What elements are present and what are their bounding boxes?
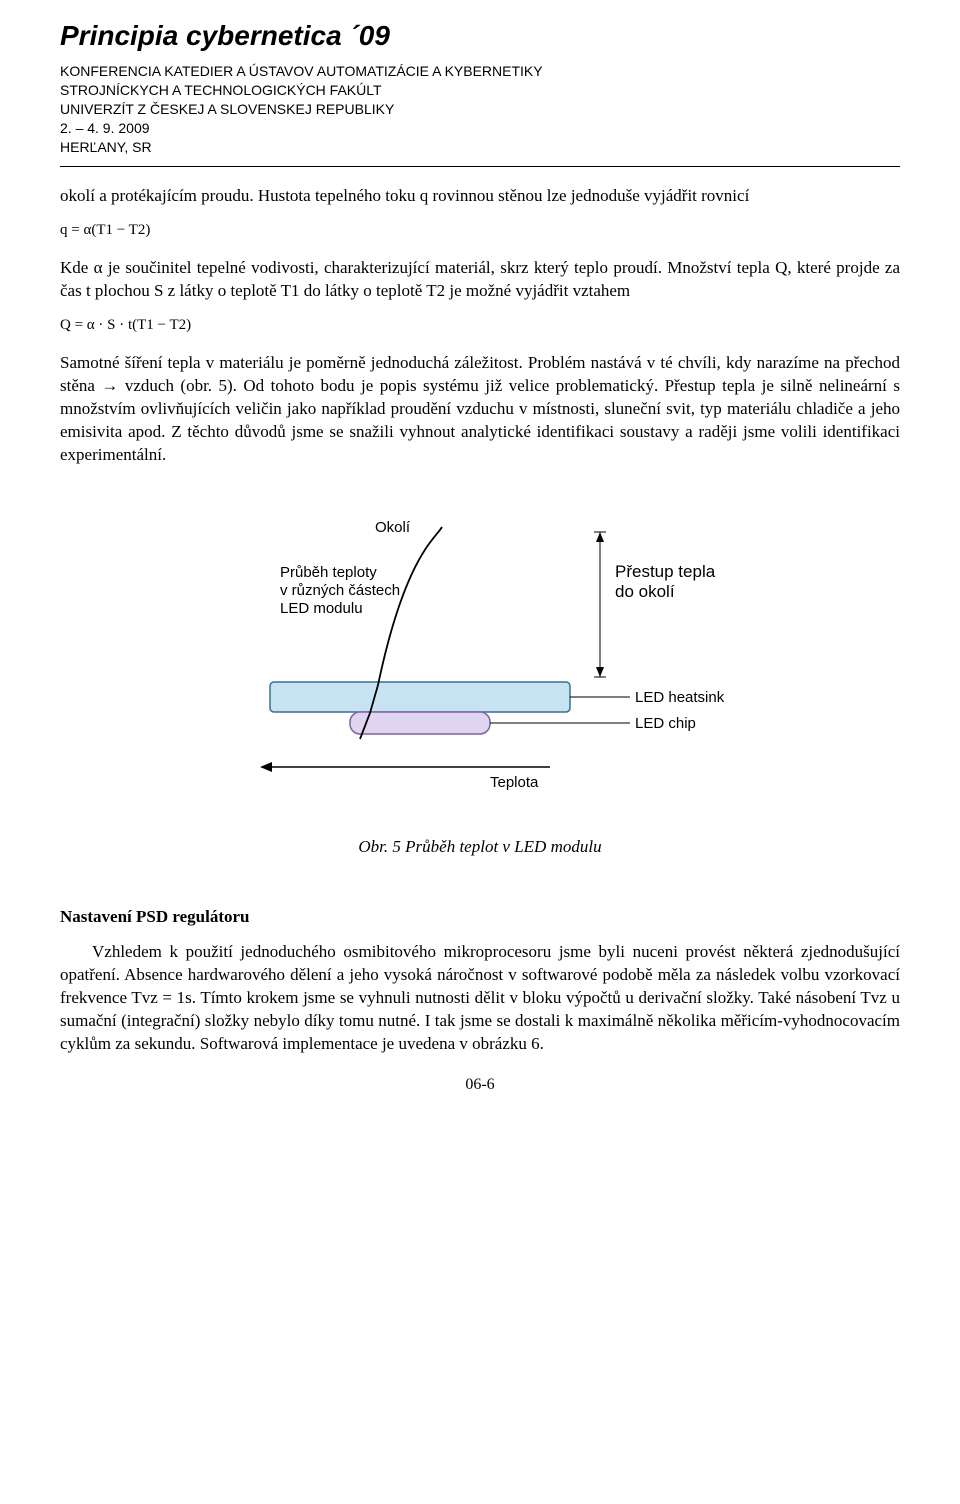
header-line-4: 2. – 4. 9. 2009 [60, 119, 900, 138]
page-number: 06-6 [60, 1076, 900, 1094]
equation-2: Q = α · S · t(T1 − T2) [60, 317, 900, 334]
header-divider [60, 166, 900, 167]
svg-text:v různých částech: v různých částech [280, 582, 400, 599]
header-line-3: UNIVERZÍT Z ČESKEJ A SLOVENSKEJ REPUBLIK… [60, 100, 900, 119]
led-module-diagram: LED heatsink LED chip Teplota Přestup tepla… [220, 497, 740, 827]
header-line-2: STROJNÍCKYCH A TECHNOLOGICKÝCH FAKÚLT [60, 81, 900, 100]
conference-header: Principia cybernetica ´09 KONFERENCIA KA… [60, 20, 900, 167]
section-psd-title: Nastavení PSD regulátoru [60, 907, 900, 927]
header-line-5: HERĽANY, SR [60, 138, 900, 157]
svg-text:do okolí: do okolí [615, 582, 675, 601]
svg-text:Průběh teploty: Průběh teploty [280, 564, 377, 581]
paragraph-1: okolí a protékajícím proudu. Hustota tep… [60, 185, 900, 208]
svg-text:LED heatsink: LED heatsink [635, 689, 725, 706]
header-title: Principia cybernetica ´09 [60, 20, 900, 52]
paragraph-3: Samotné šíření tepla v materiálu je pomě… [60, 352, 900, 467]
header-subtitle: KONFERENCIA KATEDIER A ÚSTAVOV AUTOMATIZ… [60, 62, 900, 156]
svg-text:LED chip: LED chip [635, 715, 696, 732]
header-line-1: KONFERENCIA KATEDIER A ÚSTAVOV AUTOMATIZ… [60, 62, 900, 81]
equation-1: q = α(T1 − T2) [60, 222, 900, 239]
svg-text:Přestup tepla: Přestup tepla [615, 562, 716, 581]
svg-text:Okolí: Okolí [375, 519, 411, 536]
figure-5-caption: Obr. 5 Průběh teplot v LED modulu [60, 837, 900, 857]
svg-text:LED modulu: LED modulu [280, 600, 363, 617]
svg-text:Teplota: Teplota [490, 774, 539, 791]
paragraph-2: Kde α je součinitel tepelné vodivosti, c… [60, 257, 900, 303]
paragraph-psd: Vzhledem k použití jednoduchého osmibito… [60, 941, 900, 1056]
figure-5: LED heatsink LED chip Teplota Přestup tepla… [60, 497, 900, 827]
